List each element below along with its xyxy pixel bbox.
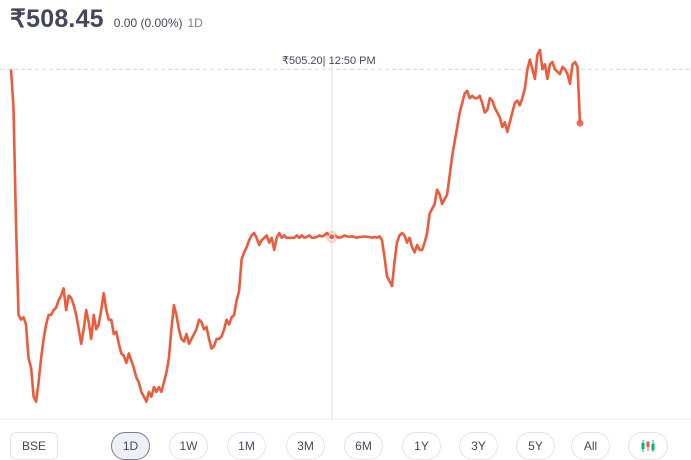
range-3y-button[interactable]: 3Y (459, 432, 498, 460)
range-label: 1Y (414, 439, 429, 453)
last-price-dot (576, 119, 584, 127)
range-1y-button[interactable]: 1Y (402, 432, 441, 460)
tooltip-price: ₹505.20 (282, 55, 323, 67)
price-header: ₹508.45 0.00 (0.00%) 1D (10, 4, 203, 34)
range-label: 5Y (528, 439, 543, 453)
exchange-label: BSE (21, 439, 46, 453)
range-label: 1W (179, 439, 198, 453)
hover-tooltip: ₹505.20| 12:50 PM (282, 54, 376, 67)
range-label: 3Y (471, 439, 486, 453)
current-price: ₹508.45 (10, 5, 104, 33)
range-all-button[interactable]: All (571, 432, 610, 460)
tooltip-separator: | (322, 55, 326, 67)
range-label: All (583, 439, 598, 453)
chart-footer: BSE 1D 1W 1M 3M 6M 1Y 3Y 5Y All (0, 430, 691, 460)
price-series-line (9, 48, 582, 403)
range-label: 6M (355, 439, 372, 453)
range-1d-button[interactable]: 1D (111, 432, 150, 460)
hover-marker-dot (328, 233, 336, 241)
change-period: 1D (187, 16, 203, 30)
range-label: 1M (238, 439, 255, 453)
range-6m-button[interactable]: 6M (344, 432, 383, 460)
exchange-selector-button[interactable]: BSE (10, 432, 58, 460)
candlestick-icon (641, 440, 655, 452)
range-1w-button[interactable]: 1W (169, 432, 208, 460)
candlestick-toggle-button[interactable] (628, 432, 668, 460)
range-label: 1D (122, 439, 139, 453)
price-chart[interactable] (0, 44, 691, 424)
range-label: 3M (297, 439, 314, 453)
range-5y-button[interactable]: 5Y (516, 432, 555, 460)
range-3m-button[interactable]: 3M (286, 432, 325, 460)
price-change: 0.00 (0.00%) (113, 16, 183, 30)
tooltip-time: 12:50 PM (328, 55, 376, 67)
range-1m-button[interactable]: 1M (227, 432, 266, 460)
